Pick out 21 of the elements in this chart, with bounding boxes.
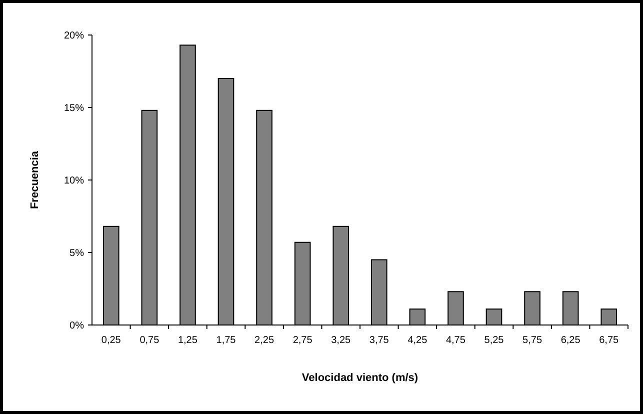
y-tick-label: 5% [70,248,84,259]
x-tick-label: 1,25 [178,335,198,346]
y-tick-label: 15% [64,103,84,114]
x-tick-label: 0,25 [101,335,122,346]
x-tick-label: 1,75 [216,335,236,346]
x-tick-label: 4,25 [408,335,428,346]
y-tick-label: 0% [70,320,84,332]
x-tick-label: 3,25 [331,335,352,346]
x-tick-label: 2,25 [254,335,274,346]
x-axis-title: Velocidad viento (m/s) [302,372,418,384]
x-tick-label: 5,25 [484,335,504,346]
y-tick-label: 20% [64,30,84,42]
y-tick-label: 10% [64,176,84,186]
x-tick-label: 0,75 [140,335,160,346]
x-tick-label: 6,75 [599,335,620,346]
x-tick-label: 5,75 [522,335,542,346]
x-tick-label: 2,75 [292,335,313,346]
x-tick-label: 4,75 [446,335,466,346]
x-tick-label: 3,75 [369,335,390,346]
y-axis-title: Frecuencia [29,150,41,210]
x-tick-label: 6,25 [560,335,581,346]
